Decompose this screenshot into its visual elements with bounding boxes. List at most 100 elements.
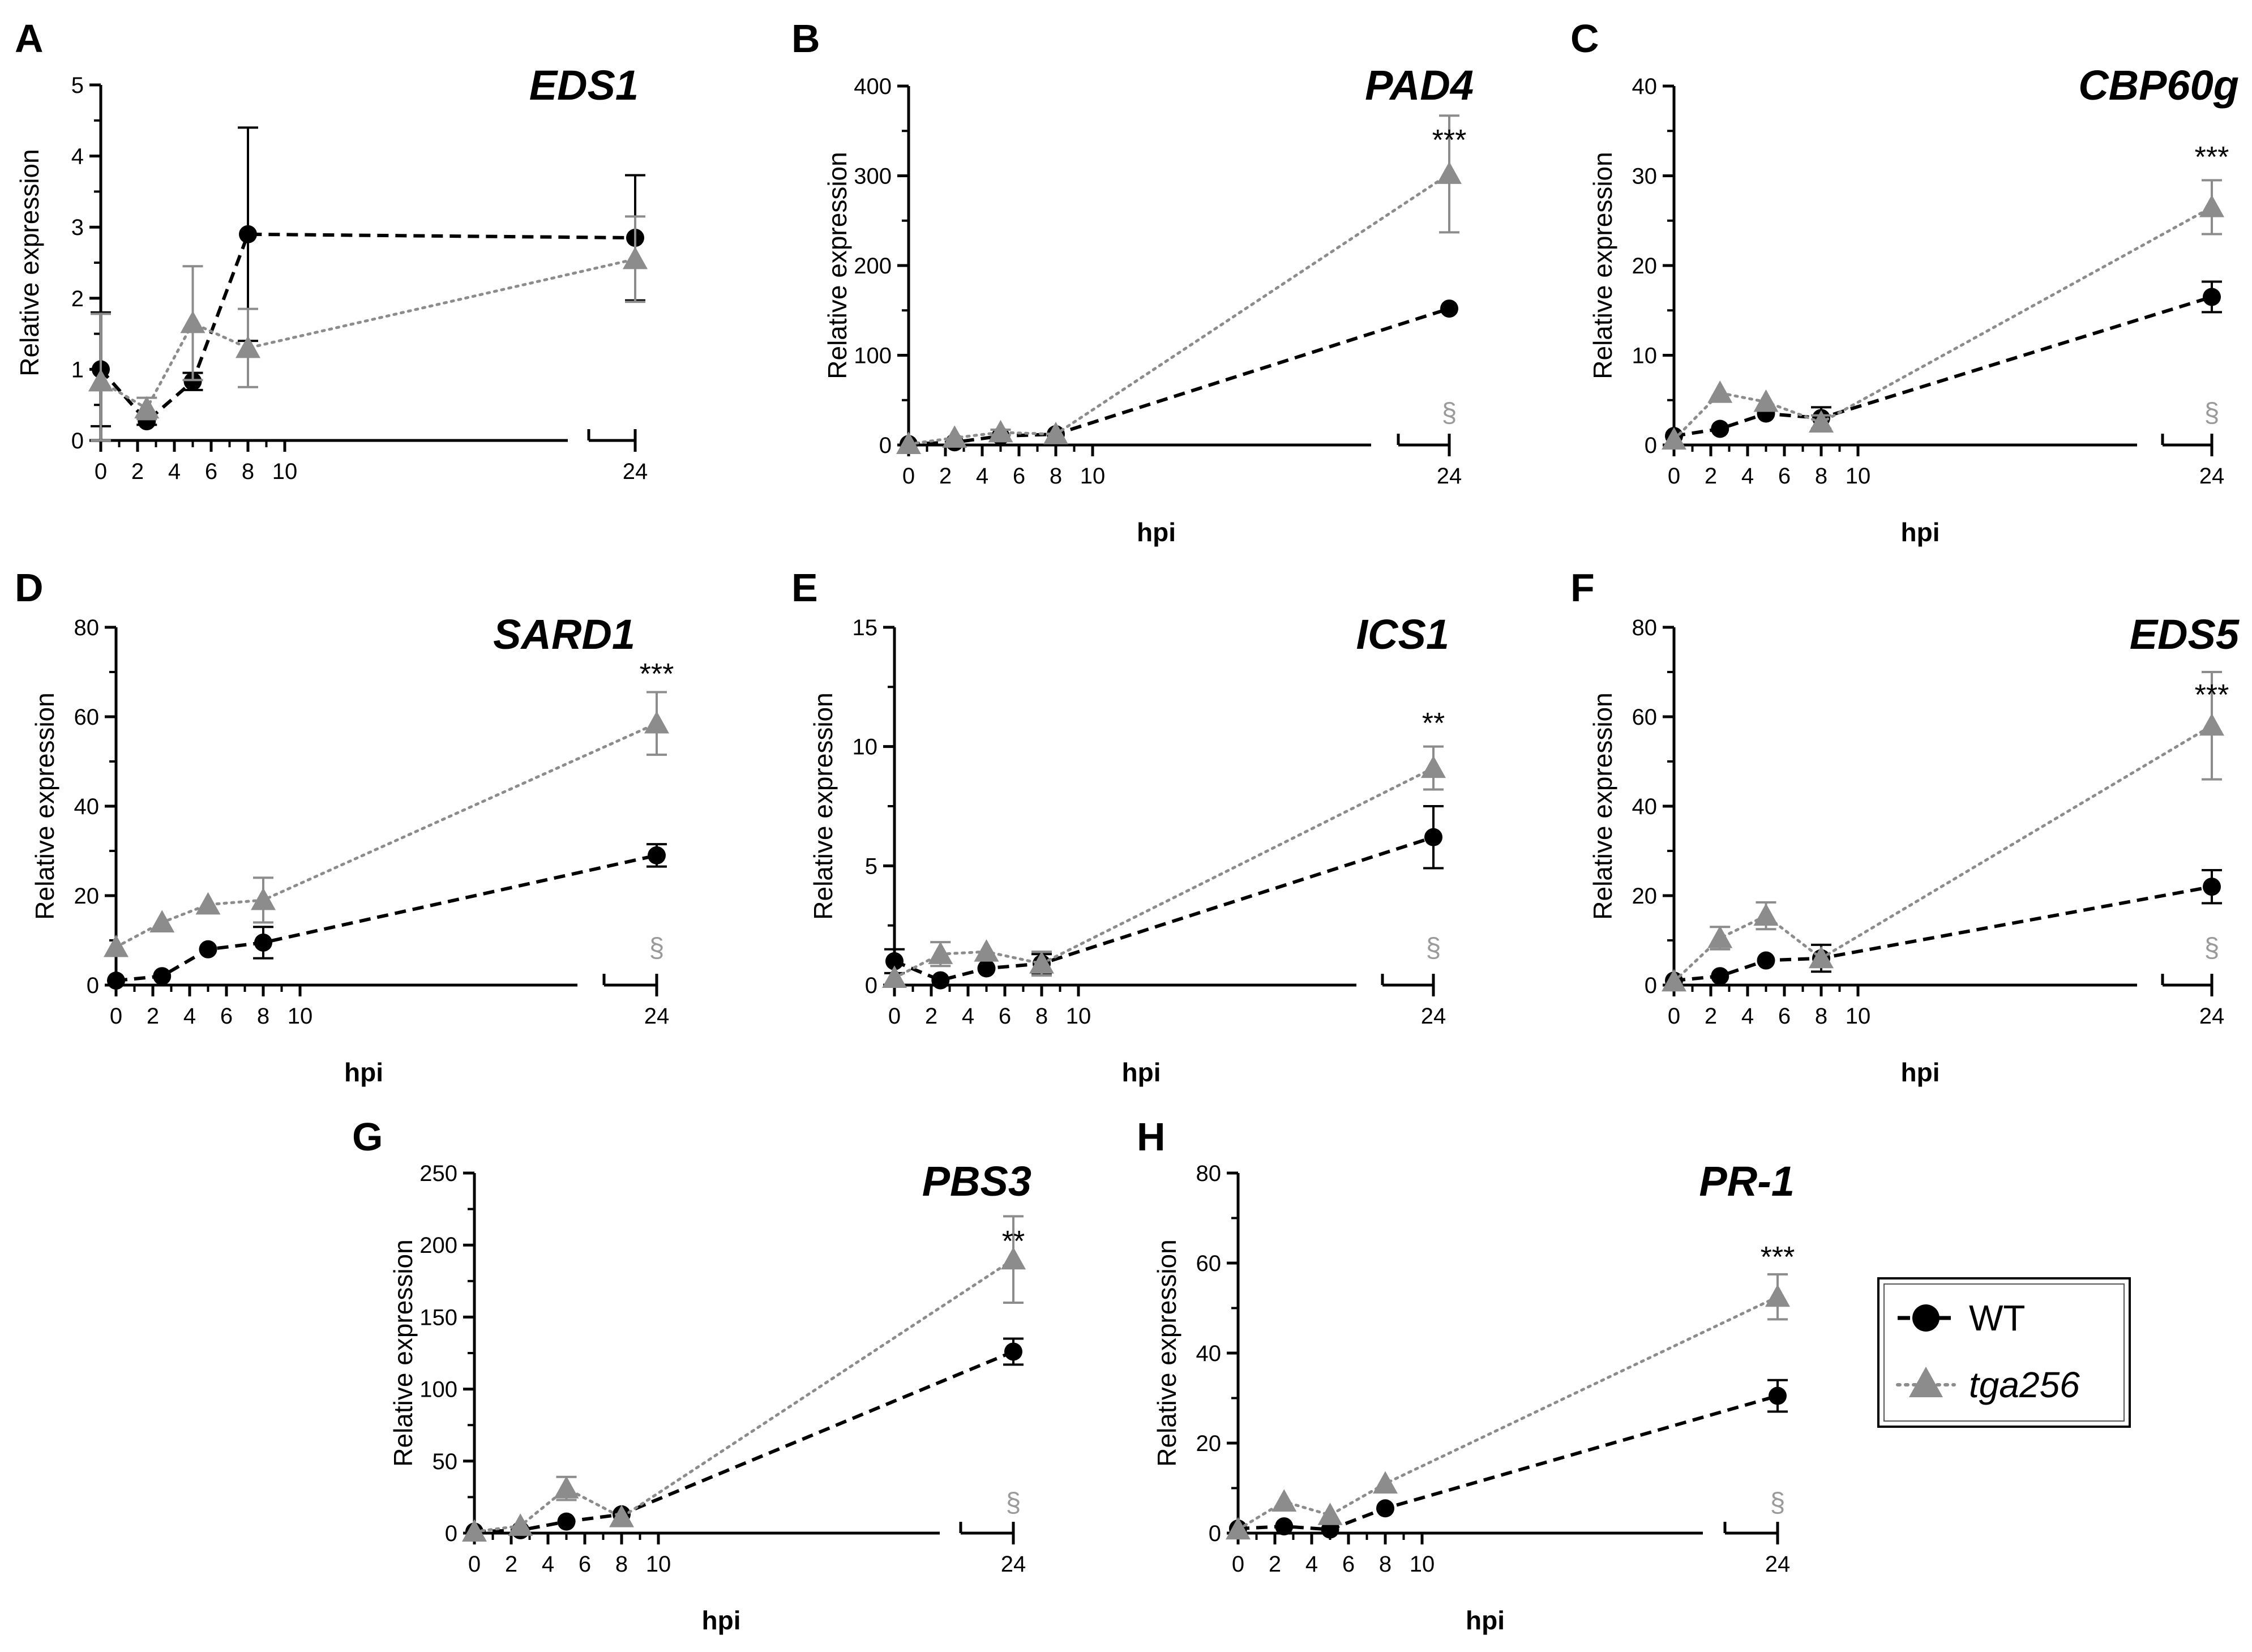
series-tga256	[462, 1215, 1026, 1542]
data-point	[1765, 1284, 1790, 1307]
x-tick-label: 4	[1305, 1552, 1318, 1577]
x-tick-label: 0	[110, 1004, 122, 1029]
data-point	[1001, 1247, 1026, 1270]
data-point	[2199, 194, 2224, 217]
series-tga256	[882, 745, 1446, 988]
chart-title: PAD4	[1365, 62, 1474, 109]
data-point	[1376, 1499, 1394, 1518]
x-tick-label: 8	[242, 459, 254, 484]
series-tga256	[1662, 671, 2224, 992]
legend-marker-wt	[1912, 1304, 1940, 1332]
y-tick-label: 0	[87, 973, 99, 998]
y-tick-label: 400	[854, 74, 892, 99]
data-point	[1662, 427, 1686, 450]
x-tick-label: 0	[468, 1552, 481, 1577]
x-tick-label: 0	[1232, 1552, 1244, 1577]
sect-label: §	[2204, 398, 2220, 428]
data-point	[104, 934, 129, 957]
y-tick-label: 0	[1209, 1521, 1221, 1546]
x-tick-label: 10	[1846, 464, 1871, 489]
data-point	[1707, 380, 1733, 403]
data-point	[1757, 951, 1775, 970]
x-axis-label: hpi	[1466, 1606, 1505, 1635]
series-line	[908, 307, 1450, 446]
data-point	[1753, 389, 1779, 412]
series-line	[473, 1258, 1015, 1533]
x-tick-label: 2	[505, 1552, 517, 1577]
x-tick-label: 0	[1668, 464, 1680, 489]
x-tick-label: 8	[1379, 1552, 1392, 1577]
x-axis-label: hpi	[1901, 1058, 1940, 1087]
x-axis-label: hpi	[1122, 1058, 1161, 1087]
series-wt	[1665, 868, 2222, 990]
data-point	[2203, 288, 2221, 306]
series-tga256	[1226, 1273, 1790, 1540]
series-tga256	[88, 215, 648, 442]
data-point	[1424, 828, 1442, 846]
series-line	[474, 1350, 1014, 1534]
panel-letter: A	[15, 16, 44, 61]
x-tick-label: 4	[1741, 1004, 1754, 1029]
x-tick-label: 10	[1410, 1552, 1435, 1577]
y-axis-label: Relative expression	[388, 1239, 418, 1466]
x-tick-label: 6	[1013, 464, 1025, 489]
y-tick-label: 0	[1645, 973, 1657, 998]
data-point	[149, 910, 175, 932]
y-tick-label: 200	[419, 1233, 457, 1258]
x-tick-label: 24	[1765, 1552, 1791, 1577]
panel-letter: D	[15, 566, 44, 610]
x-tick-label: 6	[1778, 1004, 1791, 1029]
significance-label: ***	[640, 658, 674, 691]
data-point	[1440, 299, 1458, 318]
x-tick-label: 24	[644, 1004, 670, 1029]
x-tick-label: 4	[183, 1004, 196, 1029]
series-line	[99, 232, 636, 424]
sect-label: §	[2204, 933, 2220, 963]
series-line	[907, 172, 1451, 446]
series-wt	[91, 126, 645, 431]
x-tick-label: 8	[1815, 464, 1827, 489]
data-point	[1317, 1503, 1343, 1525]
y-axis-label: Relative expression	[15, 149, 44, 376]
data-point	[195, 892, 221, 915]
data-point	[1421, 755, 1446, 778]
x-tick-label: 8	[1815, 1004, 1827, 1029]
data-point	[1004, 1342, 1022, 1361]
x-tick-label: 4	[1741, 464, 1754, 489]
y-tick-label: 50	[433, 1449, 458, 1474]
y-tick-label: 0	[879, 433, 892, 458]
x-tick-label: 2	[147, 1004, 159, 1029]
y-tick-label: 100	[854, 344, 892, 369]
data-point	[153, 967, 172, 986]
data-point	[557, 1512, 576, 1531]
x-axis-label: hpi	[1137, 517, 1176, 547]
y-axis-label: Relative expression	[30, 692, 59, 919]
y-tick-label: 60	[74, 705, 100, 730]
series-wt	[1665, 280, 2222, 446]
data-point	[882, 965, 907, 988]
data-point	[236, 335, 260, 358]
series-line	[1672, 724, 2214, 983]
x-tick-label: 24	[1421, 1004, 1446, 1029]
x-tick-label: 6	[220, 1004, 233, 1029]
data-point	[974, 939, 999, 962]
x-tick-label: 24	[623, 459, 648, 484]
series-wt	[465, 1337, 1024, 1541]
series-tga256	[104, 691, 669, 957]
sect-label: §	[1770, 1488, 1786, 1518]
chart-title: PBS3	[922, 1158, 1031, 1205]
chart-title: PR-1	[1699, 1158, 1795, 1205]
y-tick-label: 100	[419, 1377, 457, 1402]
y-tick-label: 80	[1632, 615, 1658, 640]
data-point	[2199, 713, 2224, 736]
x-tick-label: 10	[646, 1552, 671, 1577]
data-point	[1437, 161, 1462, 184]
panel-letter: B	[791, 16, 820, 61]
x-tick-label: 24	[1437, 464, 1462, 489]
data-point	[107, 971, 125, 990]
panel-letter: E	[791, 566, 818, 610]
